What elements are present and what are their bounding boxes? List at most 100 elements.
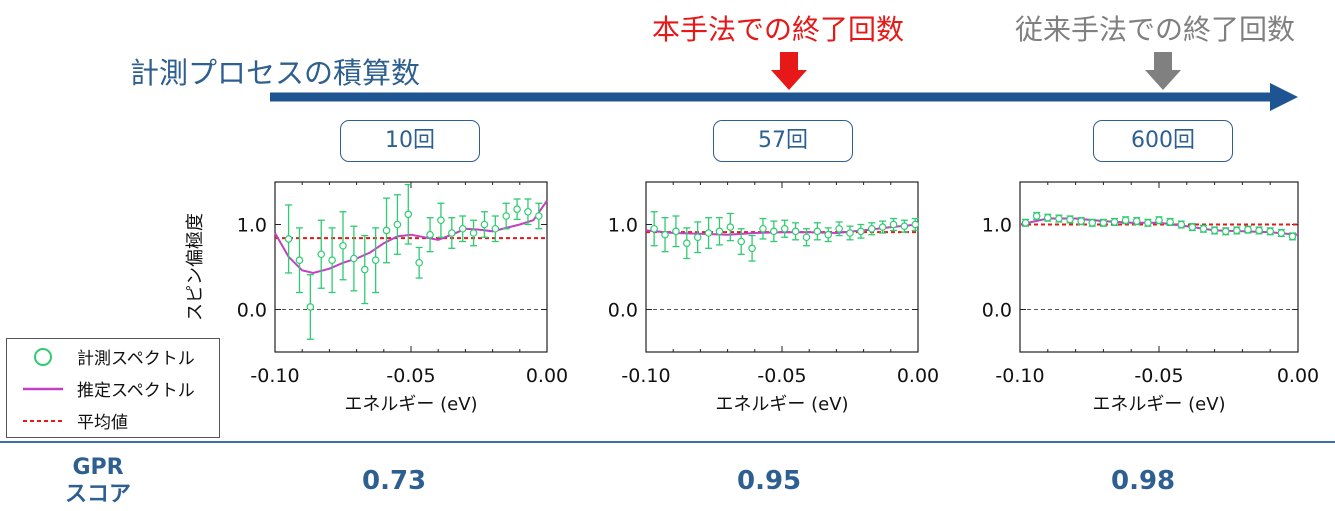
measured-point	[393, 220, 402, 229]
proposed-down-arrow	[771, 52, 807, 90]
measured-point	[469, 229, 478, 237]
y-tick-label: 1.0	[237, 215, 267, 237]
measured-point	[1233, 226, 1241, 235]
measured-point	[824, 230, 833, 239]
measured-point	[524, 207, 532, 216]
measured-point	[382, 226, 391, 235]
measured-point	[491, 224, 500, 233]
x-tick-label: -0.10	[250, 365, 299, 387]
measured-point	[1099, 218, 1108, 227]
measured-point	[437, 216, 445, 225]
measured-point	[1221, 227, 1230, 236]
measured-point	[1266, 227, 1275, 236]
measured-point	[661, 230, 669, 239]
timeline-arrow-layer	[270, 52, 1298, 111]
measured-point	[306, 303, 315, 311]
x-tick-label: 0.00	[1277, 365, 1319, 387]
charts-layer: -0.10 -0.05 0.00 0.0 1.0 エネルギー (eV) スピン偏極度 -0.1…	[185, 181, 1319, 415]
measured-point	[726, 223, 735, 231]
measured-point	[317, 250, 326, 259]
y-tick-label: 0.0	[237, 300, 267, 322]
measured-point	[1144, 218, 1152, 227]
legend-item-measured: 計測スペクトル	[7, 341, 221, 371]
measured-point	[704, 229, 713, 237]
x-tick-label: -0.05	[757, 365, 806, 387]
x-tick-label: -0.05	[386, 365, 435, 387]
measured-point	[1288, 232, 1297, 241]
measured-point	[1199, 224, 1208, 233]
measured-point	[1244, 225, 1252, 234]
x-axis-label: エネルギー (eV)	[344, 394, 477, 415]
x-tick-label: 0.00	[897, 365, 939, 387]
measured-point	[693, 233, 702, 242]
count-box-10: 10回	[340, 120, 480, 162]
measured-point	[813, 227, 822, 236]
measured-point	[1066, 215, 1074, 224]
measured-point	[672, 227, 680, 236]
measured-point	[513, 205, 521, 214]
measured-point	[1155, 216, 1163, 225]
measured-point	[360, 265, 369, 274]
measured-point	[1110, 218, 1119, 226]
measured-point	[404, 210, 413, 219]
measured-point	[502, 212, 511, 220]
legend-label-estimated: 推定スペクトル	[77, 381, 195, 401]
measured-point	[1166, 218, 1174, 226]
measured-point	[748, 244, 756, 253]
proposed-method-label: 本手法での終了回数	[652, 13, 905, 46]
measured-point	[1044, 213, 1052, 222]
x-axis-label: エネルギー (eV)	[715, 394, 848, 415]
measured-point	[780, 224, 789, 233]
measured-point	[1088, 218, 1097, 227]
conventional-method-label: 従来手法での終了回数	[1015, 13, 1296, 46]
y-tick-label: 1.0	[982, 215, 1012, 237]
measured-point	[650, 224, 658, 233]
timeline-arrow-head	[1270, 83, 1298, 111]
y-tick-label: 0.0	[982, 300, 1012, 322]
measured-point	[791, 227, 800, 236]
measured-point	[458, 224, 467, 233]
gpr-score-57: 0.95	[737, 466, 802, 496]
gpr-score-label-line1: GPR	[72, 455, 124, 480]
x-tick-label: -0.10	[995, 365, 1044, 387]
measured-point	[480, 220, 489, 229]
x-axis-label: エネルギー (eV)	[1092, 394, 1225, 415]
estimated-curve	[274, 200, 548, 275]
measured-point	[1255, 226, 1263, 235]
y-tick-label: 0.0	[608, 300, 638, 322]
gpr-score-label: GPR スコア	[58, 454, 138, 508]
chart-3: -0.10 -0.05 0.00 0.0 1.0 エネルギー (eV)	[982, 181, 1319, 415]
x-tick-label: -0.05	[1134, 365, 1183, 387]
legend: 計測スペクトル 推定スペクトル 平均値	[6, 338, 220, 438]
measured-point	[284, 235, 293, 243]
plot-frame	[645, 181, 919, 353]
plot-frame	[1019, 181, 1299, 353]
measured-point	[846, 229, 854, 237]
measured-point	[835, 224, 843, 233]
x-tick-label: 0.00	[526, 365, 568, 387]
gpr-score-600: 0.98	[1111, 466, 1176, 496]
measured-point	[295, 256, 304, 265]
chart-2: -0.10 -0.05 0.00 0.0 1.0 エネルギー (eV)	[608, 181, 939, 415]
count-box-57: 57回	[713, 120, 853, 162]
measured-point	[770, 227, 778, 236]
green-circle-icon	[34, 348, 52, 366]
gpr-score-10: 0.73	[362, 466, 427, 496]
measured-point	[857, 227, 865, 236]
y-axis-label: スピン偏極度	[185, 213, 206, 321]
magenta-line-icon	[23, 387, 63, 391]
count-box-600: 600回	[1093, 120, 1233, 162]
measured-point	[535, 212, 543, 220]
measured-point	[889, 220, 898, 229]
x-tick-label: -0.10	[621, 365, 670, 387]
measured-point	[1277, 229, 1286, 237]
score-divider	[0, 441, 1335, 443]
measured-point	[1021, 218, 1030, 227]
measured-point	[371, 256, 380, 265]
gpr-score-label-line2: スコア	[64, 482, 131, 507]
measured-point	[867, 224, 876, 233]
measured-point	[415, 258, 423, 267]
conventional-down-arrow	[1145, 52, 1181, 90]
measured-point	[1077, 217, 1085, 225]
measured-point	[1177, 220, 1186, 229]
